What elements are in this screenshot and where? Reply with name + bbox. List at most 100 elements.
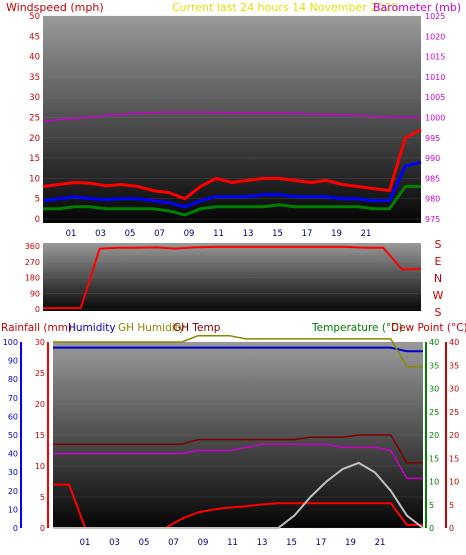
direction-panel-bg: [43, 243, 421, 311]
wind-gust-line: [42, 128, 422, 201]
barometer-tick: 985: [425, 174, 440, 183]
barometer-axis: 975 980 985 990 995 1000 1005 1010 1015 1020 1025: [425, 12, 445, 224]
humidity-tick: 0: [13, 524, 18, 533]
hour-tick: 17: [302, 229, 313, 239]
windspeed-tick: 0: [35, 215, 40, 225]
temperature-tick: 5: [429, 501, 434, 510]
dewpoint-tick: 30: [449, 385, 459, 394]
compass-label: S: [435, 306, 442, 319]
humidity-tick: 80: [8, 375, 18, 384]
hour-tick: 19: [345, 538, 356, 548]
barometer-tick: 1010: [425, 73, 445, 82]
humidity-axis: 0 10 20 30 40 50 60 70 80 90 100: [3, 338, 22, 533]
rainfall-tick: 0: [40, 524, 45, 533]
hour-tick: 03: [95, 229, 106, 239]
windspeed-tick: 15: [29, 154, 40, 164]
temperature-label: Temperature (°C): [311, 322, 403, 334]
humidity-tick: 10: [8, 505, 18, 514]
barometer-tick: 1000: [425, 114, 445, 123]
humidity-tick: 100: [3, 338, 18, 347]
hour-tick: 01: [66, 229, 77, 239]
rainfall-tick: 10: [35, 462, 45, 471]
gh-humidity-line: [53, 335, 423, 368]
solar-curve: [53, 461, 424, 529]
humidity-line: [53, 346, 423, 353]
humidity-tick: 40: [8, 450, 18, 459]
windspeed-tick: 45: [29, 32, 40, 42]
hour-tick: 09: [198, 538, 209, 548]
windspeed-label: Windspeed (mph): [6, 1, 104, 14]
barometer-tick: 975: [425, 215, 440, 224]
hour-tick: 03: [109, 538, 120, 548]
wind-low-line: [43, 185, 421, 217]
hour-tick: 11: [227, 538, 238, 548]
dewpoint-tick: 5: [449, 501, 454, 510]
rainfall-axis: 0 5 10 15 20 25 30: [35, 338, 49, 533]
wind-panel-bg: [43, 16, 421, 223]
wind-direction-line: [43, 245, 422, 310]
direction-series: [43, 245, 422, 310]
temperature-tick: 10: [429, 478, 439, 487]
barometer-tick: 1005: [425, 93, 445, 102]
dewpoint-tick: 25: [449, 408, 459, 417]
barometer-tick: 1025: [425, 12, 445, 21]
dewpoint-tick: 20: [449, 431, 459, 440]
hour-tick: 21: [375, 538, 386, 548]
rainfall-tick: 15: [35, 431, 45, 440]
temperature-line: [53, 443, 423, 480]
barometer-label: Barometer (mb): [373, 1, 461, 14]
wind-series: [42, 15, 422, 220]
wind-avg-line: [42, 160, 422, 209]
rainfall-tick: 20: [35, 400, 45, 409]
direction-tick: 90: [30, 289, 40, 298]
barometer-tick: 995: [425, 134, 440, 143]
barometer-tick: 990: [425, 154, 440, 163]
hour-tick: 07: [154, 229, 165, 239]
rainfall-tick: 30: [35, 338, 45, 347]
humidity-tick: 60: [8, 412, 18, 421]
period-label: Current last 24 hours 14 November 2025: [172, 1, 398, 14]
temperature-tick: 0: [429, 524, 434, 533]
windspeed-tick: 30: [29, 93, 40, 103]
hour-tick: 09: [184, 229, 195, 239]
hour-tick: 07: [168, 538, 179, 548]
direction-tick: 0: [35, 305, 40, 314]
windspeed-tick: 25: [29, 114, 40, 124]
windspeed-tick: 5: [35, 195, 40, 205]
hour-tick: 21: [361, 229, 372, 239]
gh-temp-label: GH Temp: [173, 322, 221, 334]
rainfall-tick: 5: [40, 493, 45, 502]
direction-tick: 270: [25, 258, 40, 267]
gh-humidity-label: GH Humidity: [118, 322, 185, 334]
hour-tick: 19: [331, 229, 342, 239]
dewpoint-tick: 15: [449, 454, 459, 463]
hour-tick: 13: [243, 229, 254, 239]
compass-label: N: [434, 272, 442, 285]
direction-tick: 180: [25, 274, 40, 283]
hour-tick: 05: [125, 229, 136, 239]
dewpoint-tick: 10: [449, 478, 459, 487]
hour-tick: 17: [316, 538, 327, 548]
hour-tick: 13: [257, 538, 268, 548]
temperature-tick: 15: [429, 454, 439, 463]
windspeed-tick: 50: [29, 12, 40, 22]
hour-tick: 05: [139, 538, 150, 548]
barometer-tick: 980: [425, 195, 440, 204]
compass-label: W: [433, 289, 444, 302]
hour-tick: 01: [80, 538, 91, 548]
windspeed-tick: 40: [29, 53, 40, 63]
hour-tick: 15: [286, 538, 297, 548]
direction-tick: 360: [25, 242, 40, 251]
barometer-tick: 1020: [425, 32, 445, 41]
temperature-tick: 40: [429, 338, 439, 347]
dewpoint-tick: 0: [449, 524, 454, 533]
windspeed-tick: 10: [29, 174, 40, 184]
dewpoint-label: Dew Point (°C): [391, 322, 466, 334]
temperature-axis: 0 5 10 15 20 25 30 35 40: [425, 338, 439, 533]
humidity-tick: 30: [8, 468, 18, 477]
windspeed-tick: 20: [29, 134, 40, 144]
hour-tick: 15: [272, 229, 283, 239]
barometer-line: [42, 111, 421, 123]
rainfall-label: Rainfall (mm): [1, 322, 72, 334]
